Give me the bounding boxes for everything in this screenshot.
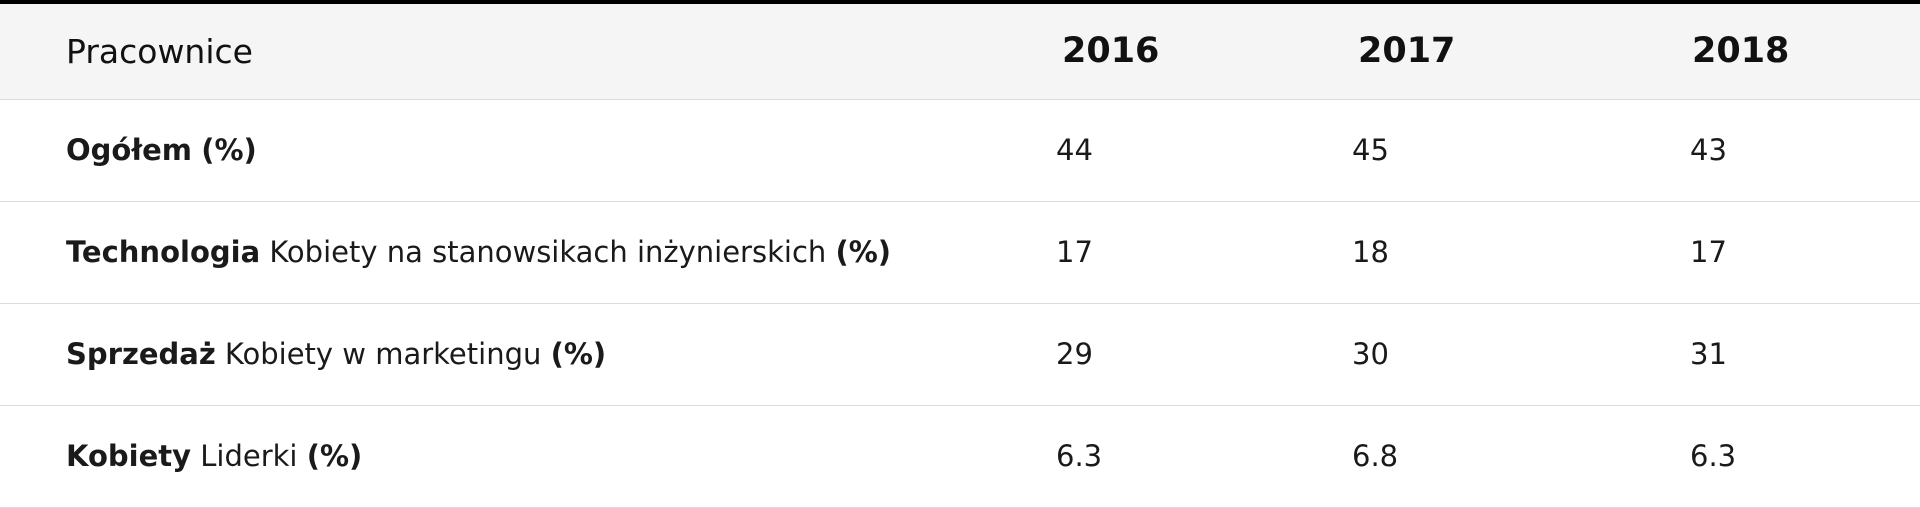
cell-2018: 6.3 [1570,404,1920,508]
row-label-suffix: (%) [550,337,607,371]
cell-2017: 30 [1240,302,1570,405]
cell-2018: 43 [1570,98,1920,201]
table-row: Technologia Kobiety na stanowsikach inży… [0,200,1920,303]
row-label-bold: Ogółem [66,133,192,167]
row-label-suffix: (%) [306,439,363,473]
cell-2018: 31 [1570,302,1920,405]
row-label-suffix: (%) [835,235,892,269]
top-border [0,0,1920,4]
table-header-row: Pracownice 2016 2017 2018 [0,4,1920,99]
row-label-text: Kobiety na stanowsikach inżynierskich [269,235,827,269]
row-label: Ogółem (%) [0,98,970,201]
table-row: Sprzedaż Kobiety w marketingu (%) 29 30 … [0,302,1920,405]
table-row: Kobiety Liderki (%) 6.3 6.8 6.3 [0,404,1920,508]
row-label: Technologia Kobiety na stanowsikach inży… [0,200,970,303]
row-label-suffix: (%) [201,133,257,167]
row-label-bold: Sprzedaż [66,337,216,371]
cell-2017: 18 [1240,200,1570,303]
row-label: Kobiety Liderki (%) [0,404,970,508]
header-year-2016: 2016 [1062,31,1160,72]
row-label-bold: Technologia [66,235,261,269]
women-employees-table: Pracownice 2016 2017 2018 Ogółem (%) 44 … [0,4,1920,508]
cell-2017: 45 [1240,98,1570,201]
header-label: Pracownice [66,31,253,71]
row-label-text: Kobiety w marketingu [224,337,542,371]
cell-2016: 17 [970,200,1240,303]
row-label: Sprzedaż Kobiety w marketingu (%) [0,302,970,405]
cell-2017: 6.8 [1240,404,1570,508]
cell-2016: 29 [970,302,1240,405]
cell-2016: 6.3 [970,404,1240,508]
header-year-2017: 2017 [1358,31,1456,72]
cell-2018: 17 [1570,200,1920,303]
row-label-bold: Kobiety [66,439,192,473]
header-year-2018: 2018 [1692,31,1790,72]
row-label-text: Liderki [200,439,298,473]
cell-2016: 44 [970,98,1240,201]
table-row: Ogółem (%) 44 45 43 [0,98,1920,201]
